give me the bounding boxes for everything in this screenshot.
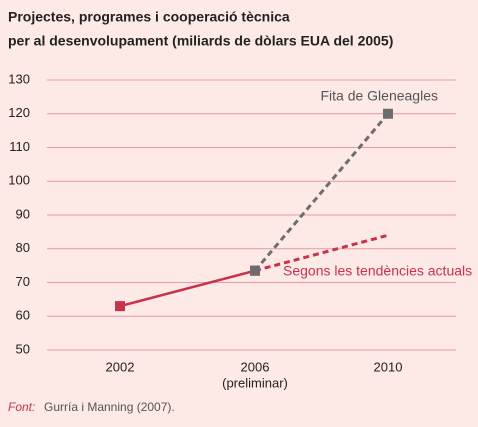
source-label: Font:: [8, 400, 35, 414]
chart-title: Projectes, programes i cooperació tècnic…: [8, 9, 290, 25]
y-tick-label: 120: [8, 105, 30, 120]
series-label: Segons les tendències actuals: [283, 263, 472, 279]
y-tick-label: 130: [8, 71, 30, 86]
x-tick-label: 2010: [374, 359, 403, 374]
series-line: [253, 112, 390, 272]
series-line: [119, 269, 256, 308]
x-tick-note: (preliminar): [222, 375, 288, 390]
y-tick-label: 80: [16, 240, 30, 255]
marker: [250, 265, 260, 276]
x-tick-label: 2006: [241, 359, 270, 374]
y-tick-label: 110: [9, 139, 30, 154]
y-tick-label: 50: [16, 341, 30, 356]
y-tick-label: 70: [16, 274, 30, 289]
series-line: [254, 233, 389, 273]
x-tick-label: 2002: [106, 359, 135, 374]
marker: [115, 301, 125, 312]
chart-title: per al desenvolupament (miliards de dòla…: [8, 33, 393, 49]
source: Gurría i Manning (2007).: [44, 400, 175, 414]
y-tick-label: 100: [8, 173, 30, 188]
series-label: Fita de Gleneagles: [320, 88, 438, 104]
y-tick-label: 90: [16, 206, 30, 221]
y-tick-label: 60: [16, 308, 30, 323]
marker: [383, 108, 393, 119]
